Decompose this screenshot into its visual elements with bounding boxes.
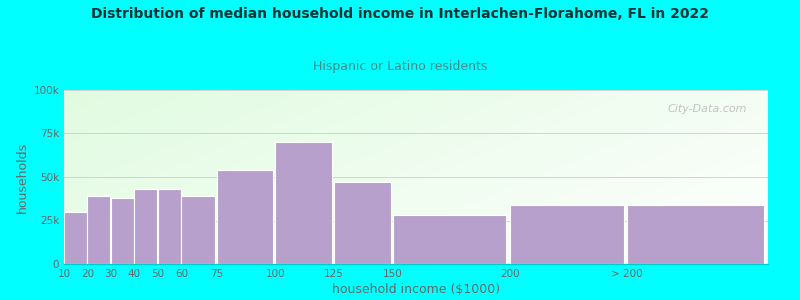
- Bar: [217, 170, 274, 264]
- Bar: [111, 198, 134, 264]
- Bar: [64, 212, 86, 264]
- Text: Hispanic or Latino residents: Hispanic or Latino residents: [313, 60, 487, 73]
- Bar: [182, 196, 215, 264]
- Text: City-Data.com: City-Data.com: [667, 104, 747, 114]
- Bar: [158, 189, 181, 264]
- Y-axis label: households: households: [16, 141, 30, 213]
- Bar: [87, 196, 110, 264]
- Bar: [510, 205, 624, 264]
- Bar: [334, 182, 390, 264]
- Bar: [393, 215, 506, 264]
- Text: Distribution of median household income in Interlachen-Florahome, FL in 2022: Distribution of median household income …: [91, 8, 709, 22]
- Bar: [275, 142, 332, 264]
- Bar: [627, 205, 764, 264]
- X-axis label: household income ($1000): household income ($1000): [332, 283, 500, 296]
- Bar: [134, 189, 157, 264]
